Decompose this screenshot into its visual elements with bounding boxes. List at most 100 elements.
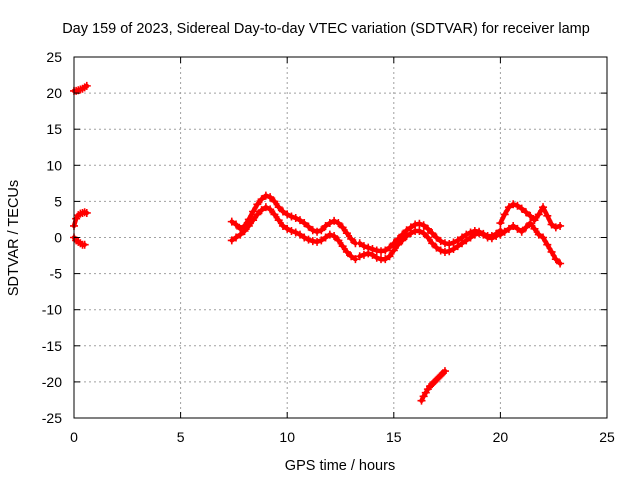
data-point [270,210,279,219]
data-point [509,200,518,209]
data-point [283,224,292,233]
data-point [244,221,253,230]
chart-title: Day 159 of 2023, Sidereal Day-to-day VTE… [62,21,590,37]
x-axis-label: GPS time / hours [285,458,395,474]
data-point [295,230,304,239]
data-point [227,236,236,245]
x-tick-label: 20 [493,429,509,445]
data-point [80,240,89,249]
data-point [496,219,505,228]
axis-ticks: 0 5 10 15 20 25 25 20 15 10 5 0 -5 -10 -15 -20 -25 [42,49,615,445]
data-point [517,204,526,213]
data-point [313,237,322,246]
data-point [402,232,411,241]
data-point [321,233,330,242]
data-point [445,247,454,256]
data-point [539,203,548,212]
x-tick-label: 15 [386,429,402,445]
data-point [496,230,505,239]
data-point [500,227,509,236]
data-point [423,224,432,233]
data-point [419,221,428,230]
y-tick-label: -5 [50,266,63,282]
data-point [543,211,552,220]
data-point [385,252,394,261]
data-points [70,81,565,405]
y-tick-label: 10 [46,157,62,173]
data-point [313,227,322,236]
data-point [423,233,432,242]
data-point [232,233,241,242]
data-point [253,210,262,219]
data-point [470,230,479,239]
series-sdtvar-segment-e-upper- [496,200,565,232]
data-point [440,367,449,376]
y-tick-label: 20 [46,85,62,101]
data-point [547,220,556,229]
data-point [82,81,91,90]
data-point [261,203,270,212]
data-point [274,203,283,212]
series-sdtvar-isolated-arc [417,367,449,405]
data-point [227,217,236,226]
x-tick-label: 10 [279,429,295,445]
series-sdtvar-segment-d-lower- [355,227,505,264]
data-point [543,240,552,249]
data-point [355,252,364,261]
data-point [253,200,262,209]
y-tick-label: -15 [42,338,62,354]
data-point [317,226,326,235]
data-point [308,226,317,235]
data-point [381,255,390,264]
data-point [257,206,266,215]
data-point [551,255,560,264]
data-point [347,252,356,261]
data-point [325,219,334,228]
data-point [432,243,441,252]
data-point [342,247,351,256]
data-point [347,234,356,243]
data-point [509,221,518,230]
data-point [364,249,373,258]
y-axis-label: SDTVAR / TECUs [6,180,22,296]
data-point [479,230,488,239]
data-point [453,242,462,251]
data-point [436,246,445,255]
data-point [547,247,556,256]
data-point [334,236,343,245]
data-point [415,219,424,228]
data-point [504,224,513,233]
data-point [521,208,530,217]
series-sdtvar-early-arc-1 [70,81,91,95]
data-point [445,239,454,248]
data-point [530,216,539,225]
data-point [526,219,535,228]
data-point [334,219,343,228]
data-point [513,201,522,210]
data-point [330,232,339,241]
data-point [521,223,530,232]
data-point [513,224,522,233]
data-point [368,250,377,259]
y-tick-label: -10 [42,302,62,318]
data-point [359,242,368,251]
data-point [449,245,458,254]
data-point [266,205,275,214]
data-point [317,236,326,245]
data-point [325,230,334,239]
data-point [338,242,347,251]
data-point [428,239,437,248]
data-point [466,233,475,242]
data-point [381,246,390,255]
data-point [428,229,437,238]
data-point [240,227,249,236]
data-point [321,221,330,230]
data-point [283,210,292,219]
data-point [534,230,543,239]
data-point [398,236,407,245]
data-point [534,210,543,219]
data-point [249,207,258,216]
data-point [300,219,309,228]
data-point [278,221,287,230]
